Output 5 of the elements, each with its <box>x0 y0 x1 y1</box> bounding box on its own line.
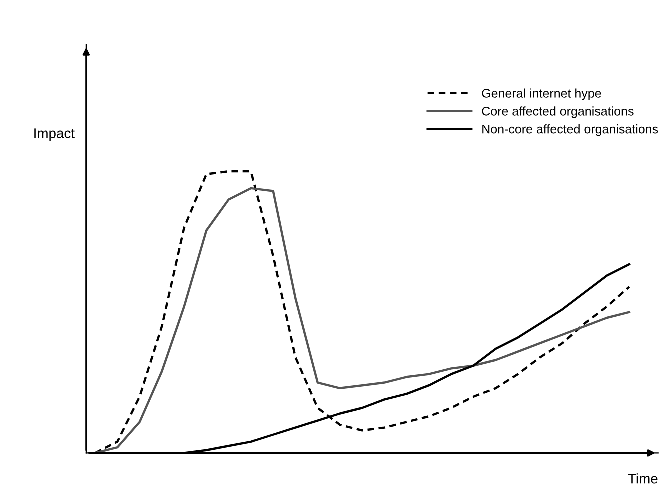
x-axis-title: Time <box>628 474 658 484</box>
legend-label: Core affected organisations <box>482 106 634 118</box>
y-axis-title: Impact <box>34 128 75 142</box>
legend-label: Non-core affected organisations <box>482 124 658 136</box>
legend-label: General internet hype <box>482 88 602 100</box>
